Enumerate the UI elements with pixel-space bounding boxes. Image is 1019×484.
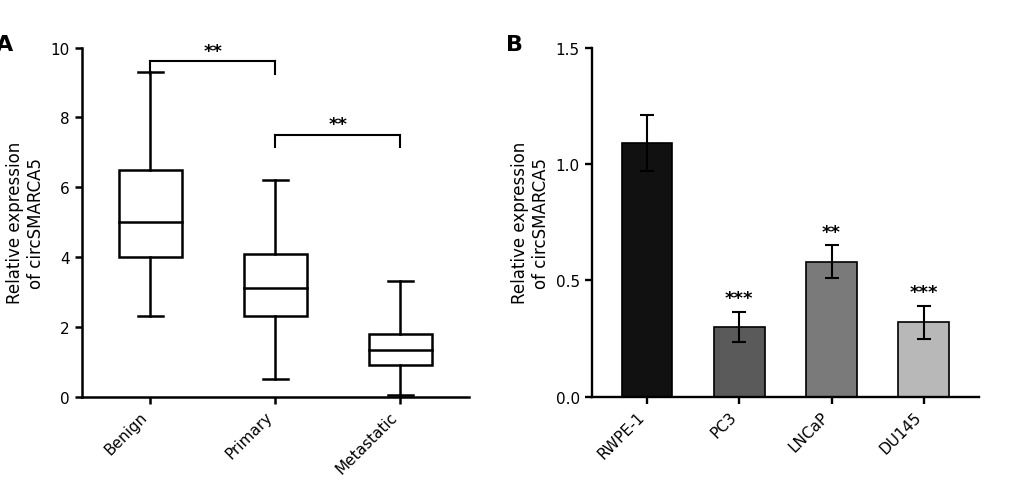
Text: B: B xyxy=(505,34,523,54)
FancyBboxPatch shape xyxy=(244,254,307,317)
Bar xyxy=(713,327,764,397)
Text: ***: *** xyxy=(725,289,753,307)
Bar xyxy=(805,262,856,397)
Text: ***: *** xyxy=(909,284,937,302)
FancyBboxPatch shape xyxy=(119,170,181,257)
Bar xyxy=(898,322,949,397)
Text: **: ** xyxy=(821,223,841,241)
Y-axis label: Relative expression
of circSMARCA5: Relative expression of circSMARCA5 xyxy=(511,142,549,303)
Text: **: ** xyxy=(328,116,347,134)
Text: A: A xyxy=(0,34,13,54)
Text: **: ** xyxy=(203,43,222,60)
Bar xyxy=(621,144,672,397)
Y-axis label: Relative expression
of circSMARCA5: Relative expression of circSMARCA5 xyxy=(6,142,45,303)
FancyBboxPatch shape xyxy=(369,334,431,365)
